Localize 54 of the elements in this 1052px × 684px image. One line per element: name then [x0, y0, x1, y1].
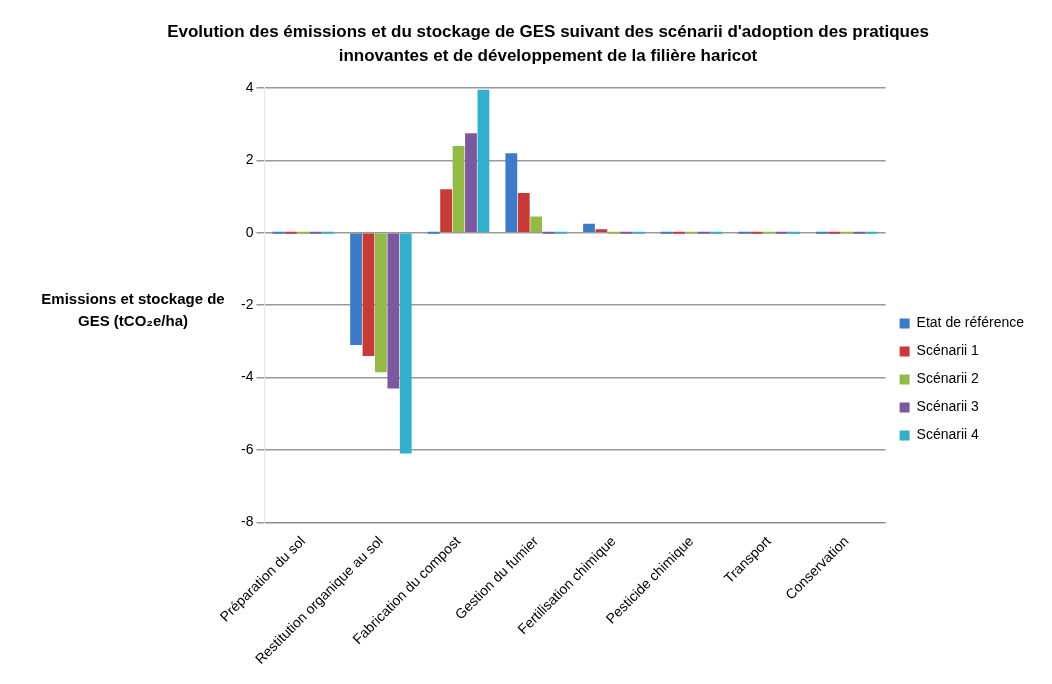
bar: [710, 231, 723, 234]
bar: [555, 231, 567, 234]
bar: [452, 145, 465, 233]
bar: [632, 231, 645, 234]
bar: [750, 231, 763, 234]
bar: [542, 231, 555, 234]
bar: [660, 231, 673, 234]
bar: [399, 233, 412, 454]
bar: [775, 231, 788, 234]
bar: [440, 189, 453, 233]
legend-label: Scénarii 4: [916, 426, 980, 443]
bar: [427, 231, 440, 234]
bar: [375, 233, 387, 373]
bar: [788, 231, 800, 234]
bar: [816, 231, 828, 234]
bar: [853, 231, 866, 234]
bar: [387, 233, 400, 389]
bar: [284, 231, 297, 234]
bar: [620, 231, 633, 234]
legend-label: Scénarii 2: [916, 370, 980, 387]
bar: [828, 231, 841, 234]
y-tick-label: -4: [241, 368, 254, 385]
legend-label: Scénarii 1: [916, 342, 980, 359]
bar: [840, 231, 853, 234]
y-tick-label: -6: [241, 440, 254, 457]
legend-label: Etat de référence: [916, 314, 1025, 331]
y-tick-label: -2: [241, 296, 254, 313]
bar: [607, 231, 620, 234]
legend-label: Scénarii 3: [916, 398, 980, 415]
bar: [763, 231, 776, 234]
bar: [322, 231, 335, 234]
bar: [738, 231, 751, 234]
bar: [297, 231, 310, 234]
bar: [698, 231, 710, 234]
bar: [477, 89, 490, 233]
bar: [595, 229, 608, 233]
bar: [583, 223, 595, 233]
chart-title: Evolution des émissions et du stockage de GES suivant des scénarii d'adoption des pratiques innovantes et de développement de la filière haricot: [166, 21, 930, 67]
bar: [309, 231, 322, 234]
bar: [272, 231, 285, 234]
bar: [530, 216, 543, 233]
bar: [362, 233, 375, 356]
bar: [865, 231, 878, 234]
y-tick-label: -8: [241, 513, 254, 530]
y-tick-label: 0: [245, 223, 254, 240]
bar: [350, 233, 362, 346]
bar: [505, 153, 518, 233]
bar: [685, 231, 698, 234]
bar: [517, 192, 530, 233]
bar: [673, 231, 685, 234]
y-tick-label: 4: [245, 78, 254, 95]
bar: [465, 133, 477, 233]
y-axis-title: Emissions et stockage de GES (tCO₂e/ha): [40, 289, 226, 331]
y-tick-label: 2: [245, 151, 254, 168]
